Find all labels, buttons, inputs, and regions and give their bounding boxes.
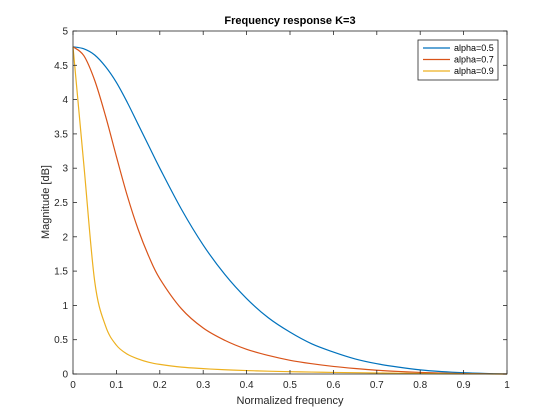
legend-label-1: alpha=0.5: [454, 43, 494, 53]
x-tick-label: 0.9: [457, 380, 471, 391]
x-tick-label: 1: [504, 380, 510, 391]
y-tick-label: 3.5: [54, 129, 68, 140]
y-tick-label: 0: [62, 370, 68, 381]
y-tick-label: 5: [62, 27, 68, 38]
y-tick-label: 2.5: [54, 198, 68, 209]
x-axis-label: Normalized frequency: [237, 395, 344, 407]
x-tick-label: 0.4: [240, 380, 254, 391]
axes-background: [73, 31, 507, 374]
y-tick-label: 4.5: [54, 61, 68, 72]
legend-label-3: alpha=0.9: [454, 66, 494, 76]
x-axis-ticks: 0 0.1 0.2 0.3 0.4 0.5 0.6 0.7 0.8 0.9 1: [70, 31, 510, 391]
y-axis-label: Magnitude [dB]: [40, 165, 52, 239]
x-tick-label: 0.7: [370, 380, 384, 391]
x-tick-label: 0: [70, 380, 76, 391]
plot-area: 0 0.1 0.2 0.3 0.4 0.5 0.6 0.7 0.8 0.9 1 0 0.5 1 1.5 2 2…: [54, 27, 510, 392]
y-tick-label: 1: [62, 301, 68, 312]
series-line-1: [72, 46, 508, 375]
y-axis-ticks: 0 0.5 1 1.5 2 2.5 3 3.5 4 4.5 5: [54, 27, 507, 381]
y-tick-label: 3: [62, 164, 68, 175]
y-tick-label: 1.5: [54, 267, 68, 278]
x-tick-label: 0.6: [326, 380, 340, 391]
y-tick-label: 0.5: [54, 335, 68, 346]
x-tick-label: 0.2: [153, 380, 167, 391]
x-tick-label: 0.3: [196, 380, 210, 391]
chart-title: Frequency response K=3: [224, 15, 355, 27]
y-tick-label: 4: [62, 95, 68, 106]
legend-label-2: alpha=0.7: [454, 55, 494, 65]
y-tick-label: 2: [62, 232, 68, 243]
x-tick-label: 0.1: [109, 380, 123, 391]
x-tick-label: 0.8: [413, 380, 427, 391]
x-tick-label: 0.5: [283, 380, 297, 391]
